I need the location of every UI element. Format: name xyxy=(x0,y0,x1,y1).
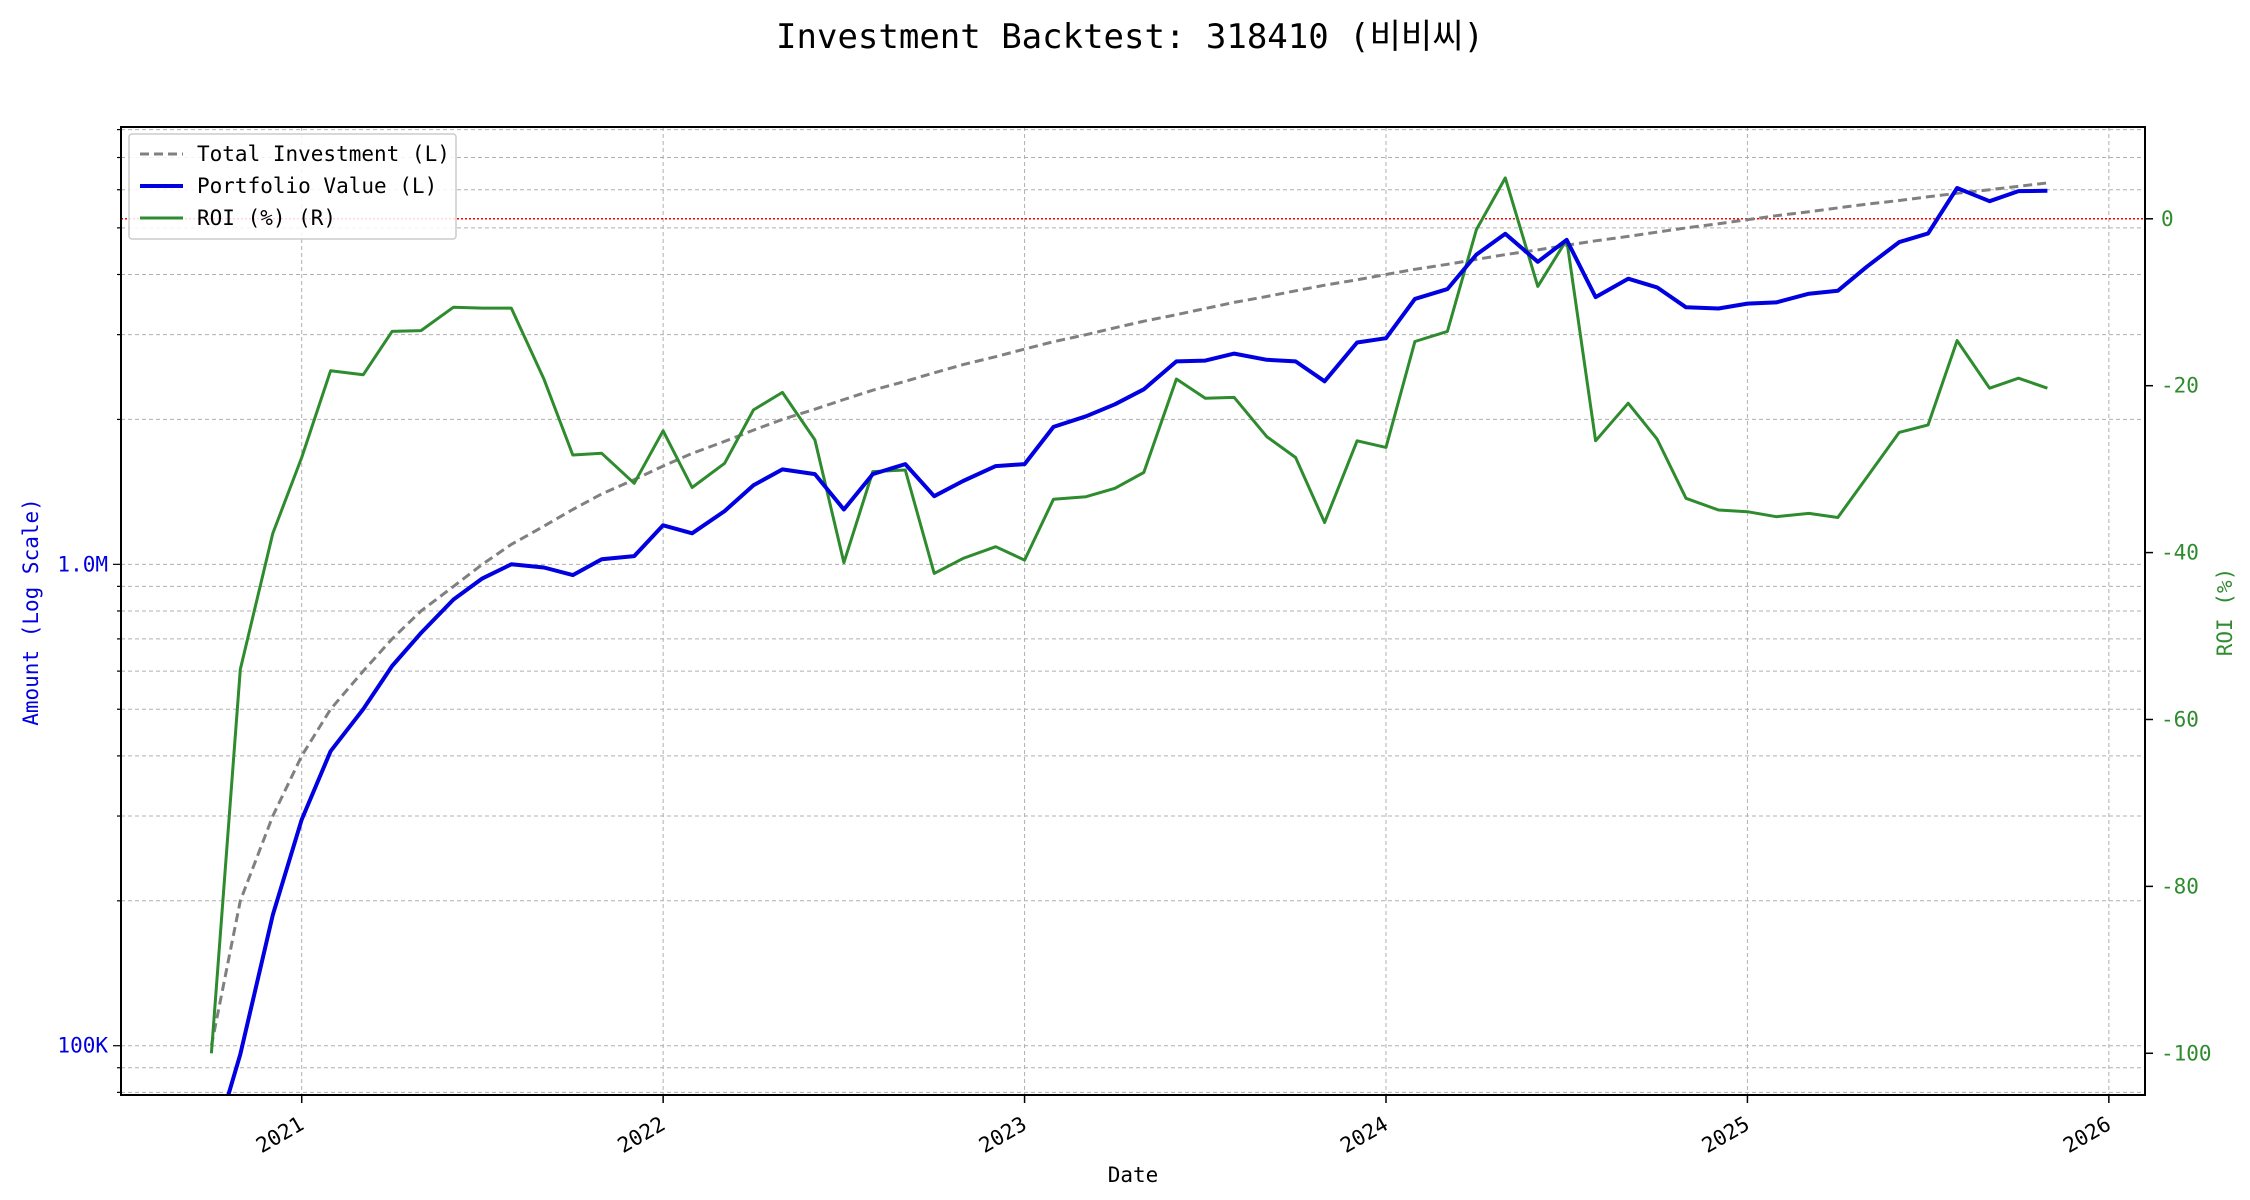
x-tick-label: 2021 xyxy=(252,1112,308,1158)
x-tick-label: 2022 xyxy=(613,1112,669,1158)
y-axis-left: 100K 1.0M xyxy=(57,128,121,1093)
total-investment-line xyxy=(209,181,2048,1046)
x-tick-label: 2026 xyxy=(2059,1112,2115,1158)
y-right-tick-label: -20 xyxy=(2161,374,2199,398)
x-tick-label: 2024 xyxy=(1336,1112,1392,1158)
y-axis-left-label: Amount (Log Scale) xyxy=(19,498,43,726)
portfolio-value-line xyxy=(226,186,2048,1095)
legend-label-total-investment: Total Investment (L) xyxy=(197,142,450,166)
legend-label-portfolio-value: Portfolio Value (L) xyxy=(197,174,437,198)
y-right-tick-label: 0 xyxy=(2161,207,2174,231)
x-tick-label: 2023 xyxy=(975,1112,1031,1158)
legend-box xyxy=(128,133,457,240)
y-axis-right-label: ROI (%) xyxy=(2213,568,2237,657)
y-axis-right: 0 -20 -40 -60 -80 -100 xyxy=(2145,207,2212,1065)
grid xyxy=(121,127,2145,1095)
legend-label-roi: ROI (%) (R) xyxy=(197,206,336,230)
y-right-tick-label: -60 xyxy=(2161,707,2199,731)
y-right-tick-label: -100 xyxy=(2161,1041,2212,1065)
y-left-tick-label: 100K xyxy=(57,1034,108,1058)
y-right-tick-label: -80 xyxy=(2161,874,2199,898)
series-layer xyxy=(209,176,2048,1095)
roi-line xyxy=(209,176,2048,1054)
x-axis: 2021 2022 2023 2024 2025 2026 xyxy=(252,1095,2115,1158)
x-axis-label: Date xyxy=(1108,1163,1159,1187)
legend: Total Investment (L) Portfolio Value (L)… xyxy=(128,133,457,240)
chart-title: Investment Backtest: 318410 (비비씨) xyxy=(776,17,1484,57)
y-right-tick-label: -40 xyxy=(2161,541,2199,565)
y-left-tick-label: 1.0M xyxy=(57,552,108,576)
x-tick-label: 2025 xyxy=(1698,1112,1754,1158)
